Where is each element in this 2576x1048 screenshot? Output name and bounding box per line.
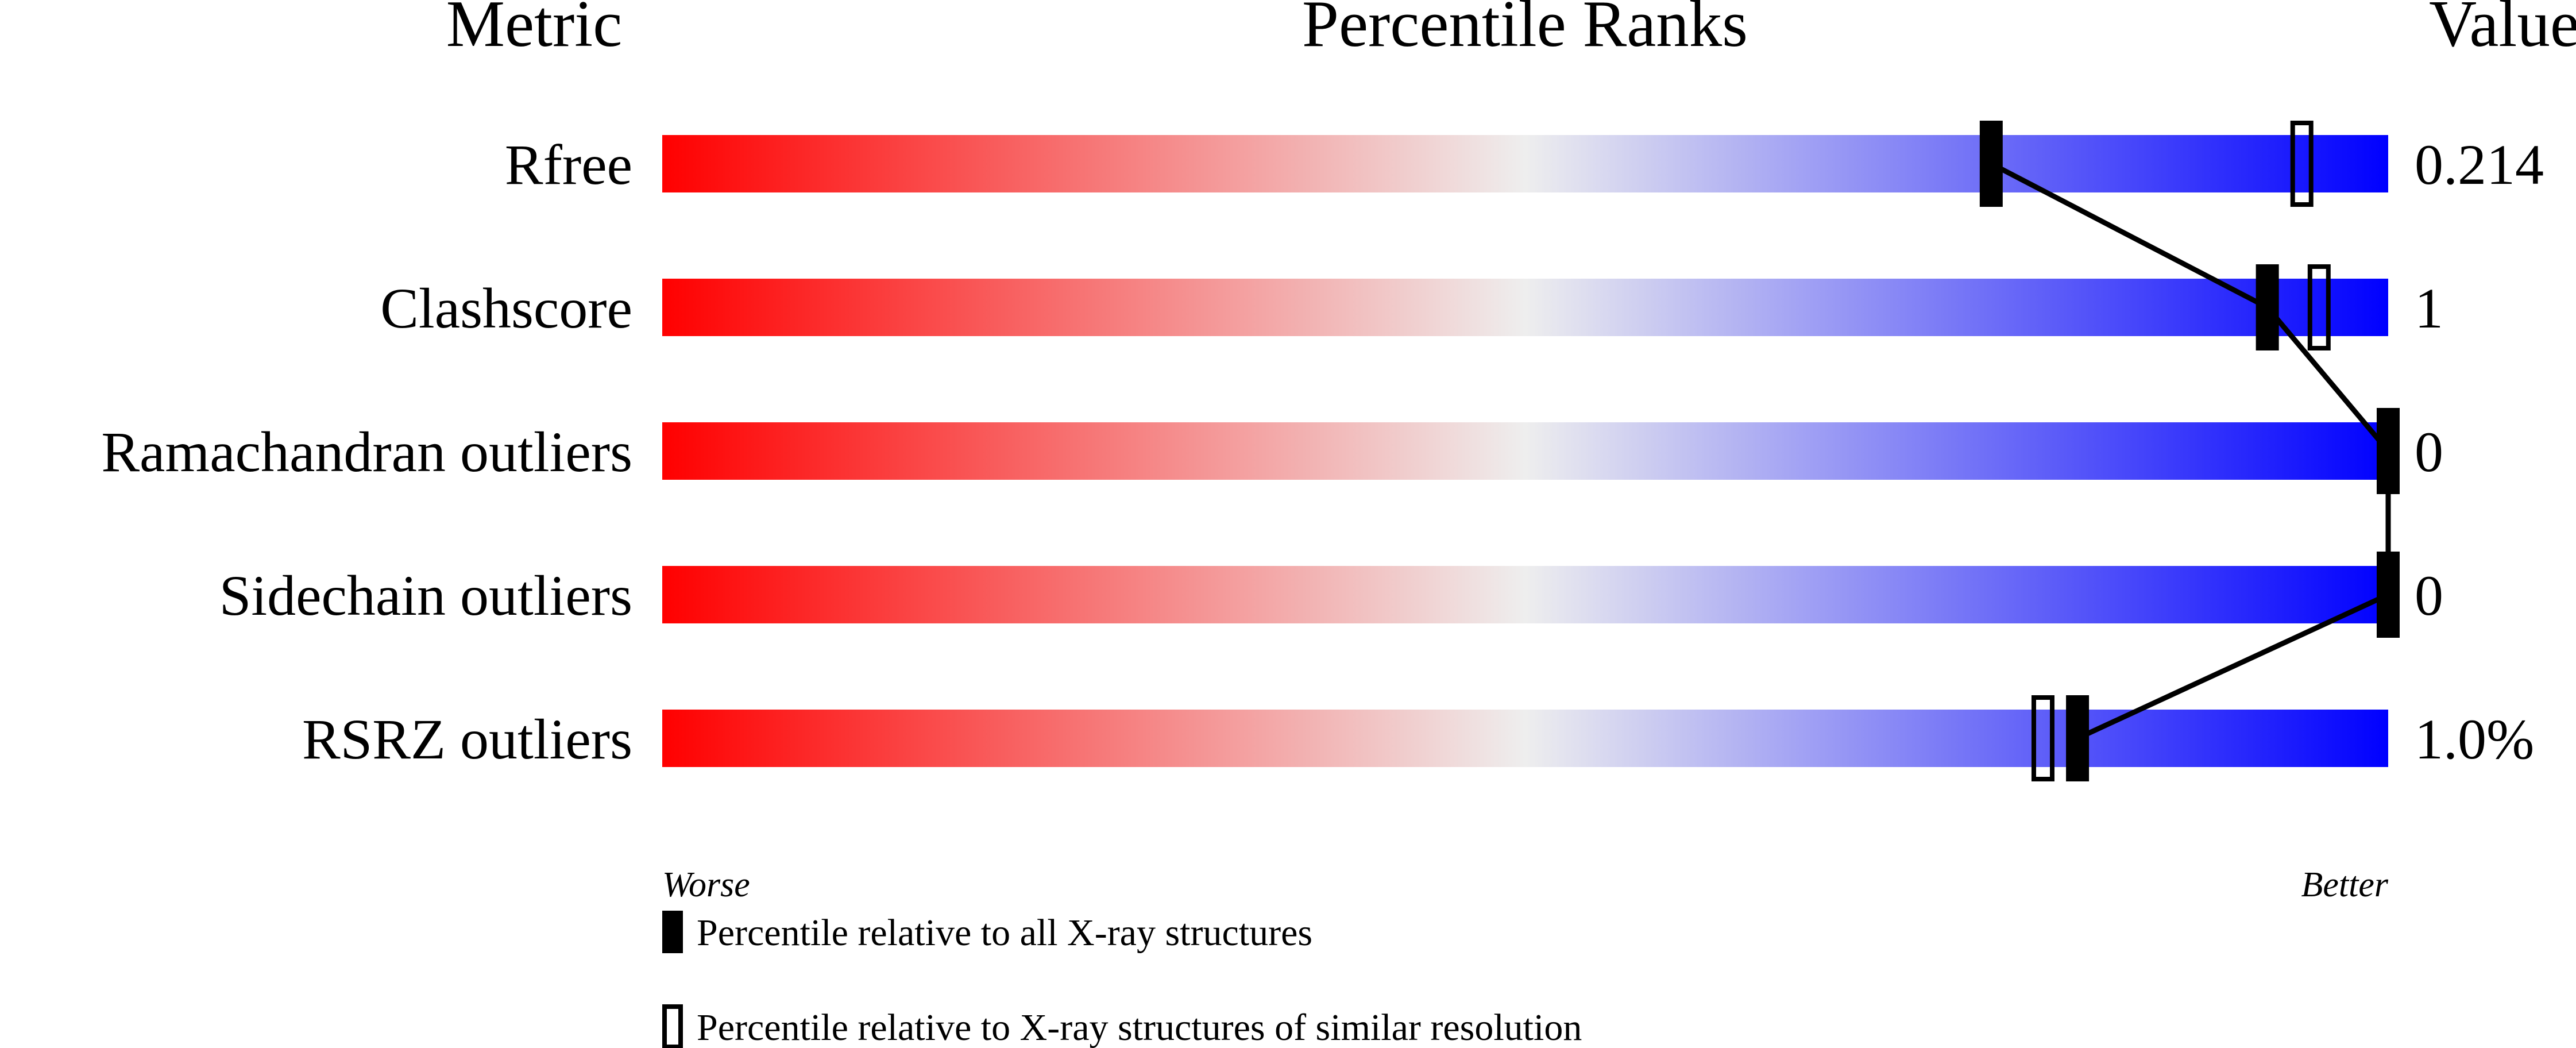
metric-label: Ramachandran outliers xyxy=(101,420,632,484)
legend-open-marker xyxy=(662,1004,683,1048)
legend-filled-marker xyxy=(662,911,683,953)
percentile-bar xyxy=(662,279,2388,336)
header-metric: Metric xyxy=(446,0,623,60)
marker-similar-resolution xyxy=(2032,695,2054,781)
legend-filled-label: Percentile relative to all X-ray structu… xyxy=(697,912,1312,954)
header-percentile-ranks: Percentile Ranks xyxy=(1302,0,1748,60)
percentile-bar xyxy=(662,135,2388,192)
marker-all-structures xyxy=(2377,408,2400,494)
percentile-bar xyxy=(662,566,2388,623)
legend-open-label: Percentile relative to X-ray structures … xyxy=(697,1007,1582,1048)
marker-all-structures xyxy=(2066,695,2090,781)
marker-all-structures xyxy=(1979,121,2003,207)
metric-label: Rfree xyxy=(505,133,632,196)
marker-all-structures xyxy=(2256,264,2279,350)
marker-similar-resolution xyxy=(2307,264,2331,350)
metric-label: RSRZ outliers xyxy=(302,707,632,771)
metric-label: Sidechain outliers xyxy=(219,564,632,627)
metric-value: 0.214 xyxy=(2415,133,2544,196)
percentile-bar xyxy=(662,710,2388,767)
metric-value: 0 xyxy=(2415,420,2443,484)
marker-all-structures xyxy=(2377,552,2400,638)
header-value: Value xyxy=(2429,0,2576,60)
metric-value: 0 xyxy=(2415,564,2443,627)
axis-label-worse: Worse xyxy=(662,865,750,904)
axis-label-better: Better xyxy=(2301,865,2389,904)
metric-value: 1 xyxy=(2415,276,2443,340)
percentile-bar xyxy=(662,422,2388,480)
metric-label: Clashscore xyxy=(380,276,632,340)
metric-value: 1.0% xyxy=(2415,707,2534,771)
marker-similar-resolution xyxy=(2290,121,2314,207)
